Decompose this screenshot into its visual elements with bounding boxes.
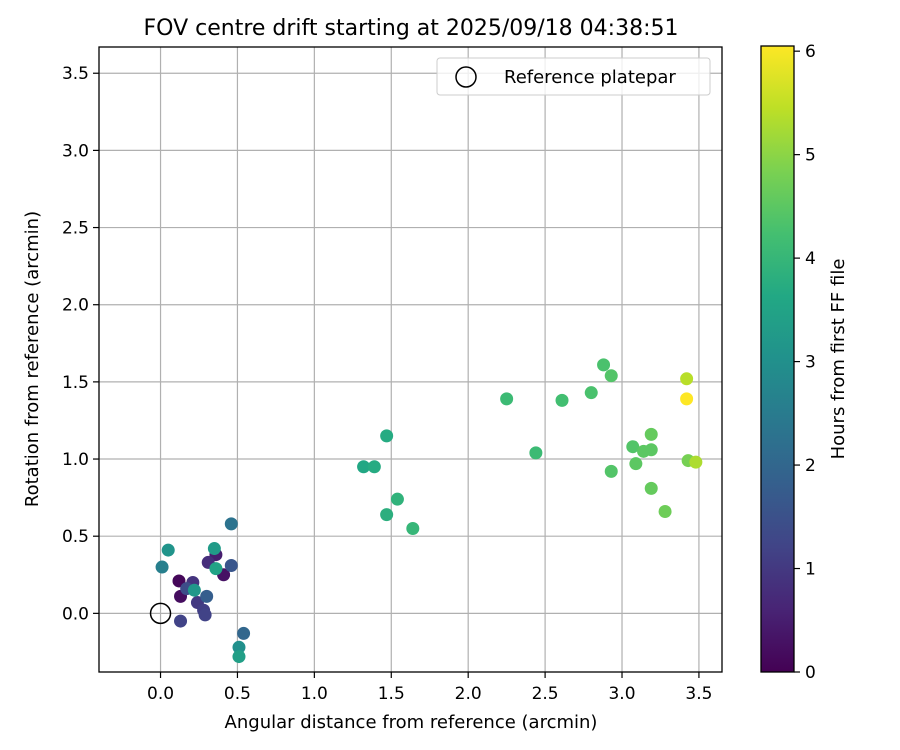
y-tick-label: 0.5: [62, 527, 89, 547]
x-tick-label: 0.0: [147, 684, 174, 704]
x-tick-label: 1.5: [378, 684, 405, 704]
data-point: [232, 640, 246, 654]
colorbar-tick-label: 6: [805, 42, 816, 62]
y-axis-ticks: 0.0 0.5 1.0 1.5 2.0 2.5 3.0 3.5: [62, 64, 99, 624]
data-point: [224, 559, 238, 573]
y-tick-label: 2.5: [62, 219, 89, 239]
data-point: [658, 505, 672, 519]
data-point: [644, 443, 658, 457]
data-point: [207, 542, 221, 556]
data-point: [209, 562, 223, 576]
data-point: [629, 457, 643, 471]
data-point: [626, 440, 640, 454]
y-tick-label: 1.5: [62, 373, 89, 393]
data-point: [644, 481, 658, 495]
x-tick-label: 2.0: [455, 684, 482, 704]
legend: Reference platepar: [436, 57, 711, 96]
data-point: [187, 583, 201, 597]
data-point: [500, 392, 514, 406]
data-point: [406, 521, 420, 535]
data-point: [604, 369, 618, 383]
data-point: [174, 614, 188, 628]
colorbar-tick-label: 0: [805, 663, 816, 683]
data-point: [529, 446, 543, 460]
legend-box: [436, 57, 711, 96]
data-point: [584, 386, 598, 400]
colorbar-ticks: 0 1 2 3 4 5 6: [794, 42, 816, 683]
plot-background: [99, 47, 722, 672]
y-tick-label: 2.0: [62, 296, 89, 316]
data-point: [380, 508, 394, 522]
data-point: [390, 492, 404, 506]
data-point: [357, 460, 371, 474]
y-tick-label: 3.5: [62, 64, 89, 84]
colorbar-tick-label: 5: [805, 146, 816, 166]
data-point: [380, 429, 394, 443]
data-point: [198, 608, 212, 622]
plot-frame: [98, 46, 723, 673]
y-tick-label: 3.0: [62, 141, 89, 161]
y-axis-label: Rotation from reference (arcmin): [22, 211, 43, 507]
data-point: [604, 464, 618, 478]
x-tick-label: 1.0: [301, 684, 328, 704]
colorbar-tick-label: 1: [805, 560, 816, 580]
colorbar-label: Hours from first FF file: [828, 259, 849, 460]
x-tick-label: 2.5: [532, 684, 559, 704]
reference-point: [149, 602, 172, 625]
chart-title: FOV centre drift starting at 2025/09/18 …: [144, 16, 679, 41]
reference-marker: [149, 602, 172, 625]
data-point: [237, 626, 251, 640]
x-tick-label: 3.0: [608, 684, 635, 704]
data-point: [689, 455, 703, 469]
y-tick-label: 0.0: [62, 604, 89, 624]
x-tick-label: 3.5: [685, 684, 712, 704]
data-point: [232, 650, 246, 664]
data-point: [680, 372, 694, 386]
y-tick-label: 1.0: [62, 450, 89, 470]
data-point: [224, 517, 238, 531]
data-point: [597, 358, 611, 372]
scatter-points: [155, 358, 703, 664]
colorbar: [760, 45, 795, 673]
colorbar-tick-label: 3: [805, 353, 816, 373]
legend-entry-reference: Reference platepar: [504, 67, 676, 88]
x-axis-ticks: 0.0 0.5 1.0 1.5 2.0 2.5 3.0 3.5: [147, 672, 712, 704]
data-point: [200, 589, 214, 603]
data-point: [680, 392, 694, 406]
data-point: [555, 393, 569, 407]
legend-reference-marker: [455, 66, 477, 88]
x-axis-label: Angular distance from reference (arcmin): [225, 712, 598, 733]
x-tick-label: 0.5: [224, 684, 251, 704]
data-point: [161, 543, 175, 557]
data-point: [155, 560, 169, 574]
colorbar-tick-label: 2: [805, 456, 816, 476]
colorbar-tick-label: 4: [805, 249, 816, 269]
data-point: [367, 460, 381, 474]
data-point: [644, 427, 658, 441]
